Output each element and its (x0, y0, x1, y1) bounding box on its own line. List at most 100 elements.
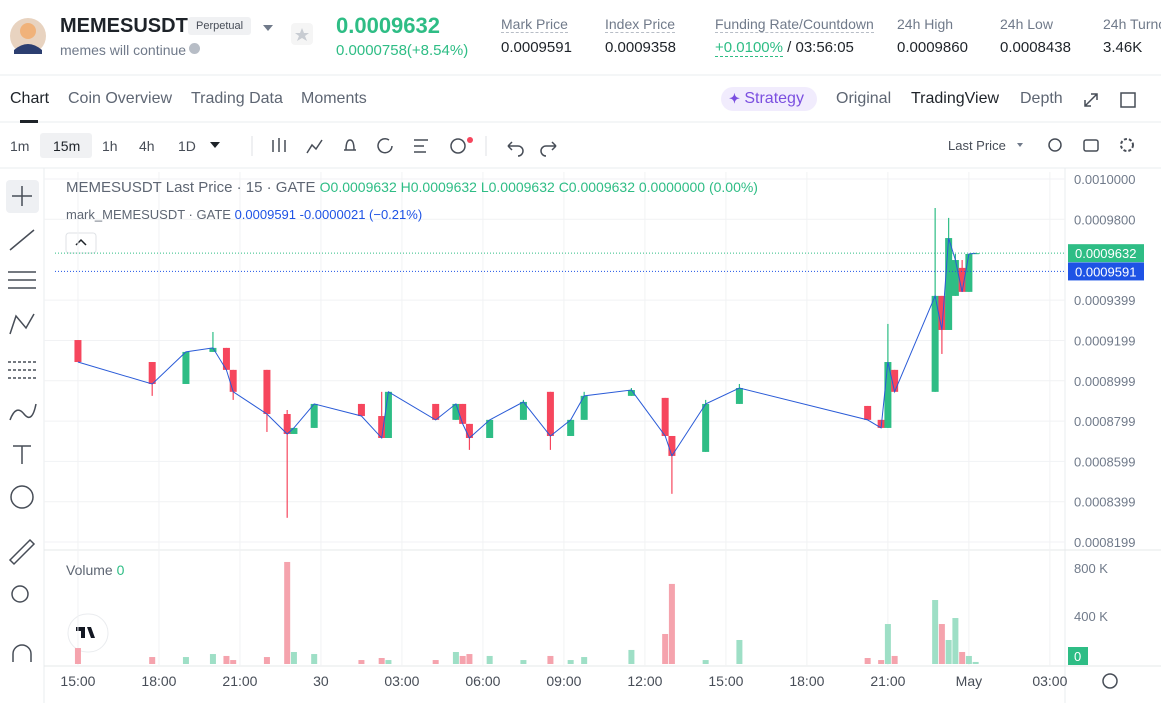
interval[interactable]: 4h (139, 138, 155, 154)
drawing-toolbar (272, 138, 557, 157)
volume-bar (230, 660, 237, 664)
tab[interactable]: Original (836, 90, 892, 107)
legend-low: L0.0009632 (480, 179, 555, 195)
volume-bar (884, 624, 891, 664)
tab[interactable]: TradingView (911, 90, 1000, 107)
dropdown-icon[interactable] (263, 25, 273, 31)
candle-body (931, 295, 939, 392)
crosshair-tool[interactable] (12, 186, 32, 206)
fib-tool[interactable] (8, 271, 36, 289)
settings-icon[interactable] (1120, 138, 1134, 152)
stat-value: 3.46K (1103, 39, 1143, 56)
volume-legend: Volume 0 (66, 562, 124, 578)
stat: 24h High 0.0009860 (897, 16, 968, 56)
legend-close: C0.0009632 (558, 179, 635, 195)
volume-bar (520, 660, 527, 664)
price-type[interactable]: Last Price (948, 138, 1006, 153)
volume-bar (945, 639, 952, 664)
interval[interactable]: 1m (10, 138, 30, 154)
search-icon[interactable] (1048, 138, 1062, 152)
settings-icon[interactable] (1102, 673, 1118, 689)
star-icon (295, 28, 309, 41)
y-tick-label: 0.0008399 (1074, 495, 1135, 510)
mark-legend-change: -0.0000021 (−0.21%) (299, 207, 423, 222)
tv-logo (76, 627, 95, 638)
x-tick-label: 09:00 (546, 673, 581, 689)
emoji-tool[interactable] (10, 485, 34, 509)
line-tool[interactable] (9, 229, 35, 251)
dropdown-icon[interactable] (1017, 143, 1023, 147)
volume-bar (878, 660, 885, 664)
tab[interactable]: ✦ Strategy (729, 90, 804, 108)
tab[interactable]: Depth (1020, 90, 1063, 107)
candle-body (891, 369, 899, 392)
stat-label: 24h High (897, 16, 954, 32)
window-icon[interactable] (1120, 92, 1136, 108)
candle-body (580, 395, 588, 420)
pattern-tool[interactable] (9, 313, 35, 335)
stat-value: 0.0009591 (501, 39, 572, 56)
tab[interactable]: Moments (301, 90, 367, 107)
candle-body (567, 419, 575, 436)
y-tick-label: 0.0009399 (1074, 293, 1135, 308)
volume-bar (149, 657, 156, 664)
price-change: 0.0000758(+8.54%) (336, 42, 469, 59)
stat: Funding Rate/Countdown +0.0100% / 03:56:0… (715, 16, 874, 57)
volume-bar (628, 649, 635, 664)
interval[interactable]: 1D (178, 138, 196, 154)
x-tick-label: 21:00 (222, 673, 257, 689)
collapse-legend[interactable] (65, 232, 97, 254)
candle-body (283, 414, 291, 434)
volume-bar (74, 648, 81, 664)
avatar (20, 23, 36, 39)
measure-tool[interactable] (8, 361, 36, 379)
candle-body (864, 405, 872, 420)
price-label-box (1068, 262, 1144, 281)
volume-bar (223, 655, 230, 664)
volume-bar (486, 655, 493, 664)
legend-ohlc: O0.0009632 H0.0009632 L0.0009632 C0.0009… (320, 179, 758, 195)
close-line (77, 237, 976, 458)
avatar (14, 44, 42, 54)
stat-value: 0.0009860 (897, 39, 968, 56)
tab[interactable]: Coin Overview (68, 90, 173, 107)
stat: 24h Turnover 3.46K (1103, 16, 1161, 56)
strategy-pill[interactable] (721, 87, 817, 111)
interval-selected (40, 133, 92, 158)
x-tick-label: 12:00 (627, 673, 662, 689)
volume-bar (932, 600, 939, 664)
zoom-tool[interactable] (11, 585, 29, 603)
brush-tool[interactable] (9, 403, 37, 421)
volume-bar (284, 561, 291, 664)
camera-icon[interactable] (1083, 139, 1099, 152)
price-label-box (1068, 244, 1144, 263)
legend: MEMESUSDT Last Price · 15 · GATE O0.0009… (66, 179, 758, 196)
y-tick-label: 0.0010000 (1074, 172, 1135, 187)
interval[interactable]: 1h (102, 138, 118, 154)
candle-body (465, 423, 473, 438)
text-tool[interactable] (13, 445, 31, 464)
volume-tick-label: 800 K (1074, 561, 1108, 576)
stat-label: Funding Rate/Countdown (715, 16, 874, 33)
tab[interactable]: Trading Data (191, 90, 283, 107)
interval[interactable]: 15m (53, 138, 81, 154)
magnet-tool[interactable] (12, 644, 32, 662)
stat: Mark Price 0.0009591 (501, 16, 572, 56)
stat-label: 24h Turnover (1103, 16, 1161, 32)
stat-label: Mark Price (501, 16, 568, 33)
stat: 24h Low 0.0008438 (1000, 16, 1071, 56)
ruler-tool[interactable] (8, 538, 36, 566)
volume-bar (864, 657, 871, 664)
volume-label: Volume (66, 562, 113, 578)
tab[interactable]: Chart (10, 90, 50, 107)
subtitle: memes will continue (60, 42, 187, 58)
fullscreen-icon[interactable] (1084, 93, 1098, 107)
stat: Index Price 0.0009358 (605, 16, 676, 56)
tab-underline (20, 120, 38, 123)
dropdown-icon[interactable] (210, 142, 220, 148)
symbol: MEMESUSDT (60, 15, 188, 37)
candle-body (229, 369, 237, 392)
ai-icon: ✦ (729, 91, 740, 106)
volume-bar (662, 633, 669, 664)
